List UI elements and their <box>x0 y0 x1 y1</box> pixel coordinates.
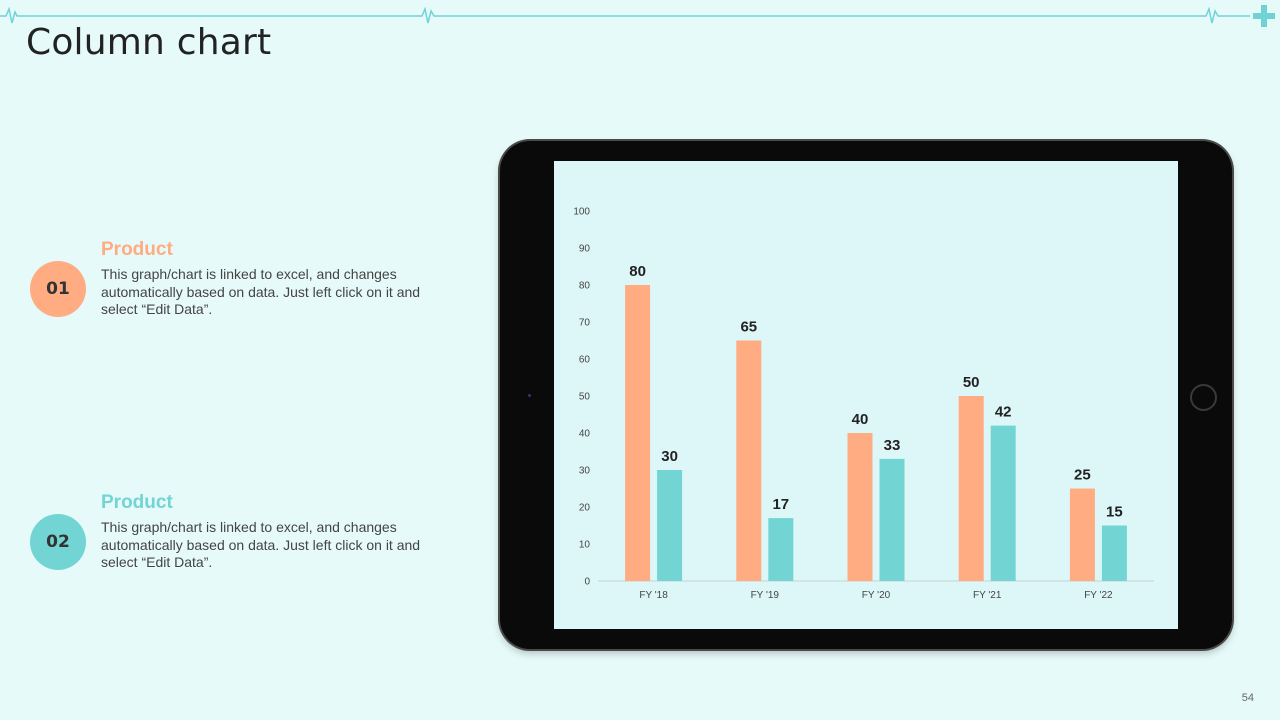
page-number: 54 <box>1241 692 1254 704</box>
info-title: Product <box>101 239 173 260</box>
data-label: 40 <box>852 411 869 428</box>
bar-series-1 <box>1069 488 1095 581</box>
y-tick-label: 20 <box>579 503 591 514</box>
bar-series-1 <box>736 340 762 581</box>
column-chart: 0 10 20 30 40 50 60 70 80 90 100 80 30 FY '18 65 17 FY '… <box>573 207 1154 601</box>
info-text: This graph/chart is linked to excel, and… <box>101 519 421 570</box>
bar-series-1 <box>958 396 984 581</box>
number-badge: 01 <box>30 261 86 317</box>
data-label: 42 <box>995 404 1012 421</box>
camera-dot <box>528 394 531 397</box>
tablet-device: 0 10 20 30 40 50 60 70 80 90 100 80 30 FY '18 65 17 FY '… <box>500 141 1232 649</box>
y-tick-label: 80 <box>579 281 591 292</box>
bar-series-1 <box>847 433 873 581</box>
y-tick-label: 50 <box>579 392 591 403</box>
y-tick-label: 60 <box>579 355 591 366</box>
info-block-2: 02 Product This graph/chart is linked to… <box>30 492 470 594</box>
info-block-1: 01 Product This graph/chart is linked to… <box>30 239 470 341</box>
data-label: 17 <box>772 496 789 513</box>
y-tick-label: 40 <box>579 429 591 440</box>
x-tick-label: FY '20 <box>862 590 891 601</box>
number-badge: 02 <box>30 514 86 570</box>
tablet-screen: 0 10 20 30 40 50 60 70 80 90 100 80 30 FY '18 65 17 FY '… <box>554 161 1178 629</box>
info-text: This graph/chart is linked to excel, and… <box>101 266 421 317</box>
y-tick-label: 30 <box>579 466 591 477</box>
data-label: 15 <box>1106 504 1123 521</box>
data-label: 80 <box>629 263 646 280</box>
data-label: 33 <box>884 437 901 454</box>
bar-series-2 <box>990 425 1016 581</box>
y-tick-label: 70 <box>579 318 591 329</box>
data-label: 25 <box>1074 467 1091 484</box>
bar-series-2 <box>1101 525 1127 581</box>
x-tick-label: FY '21 <box>973 590 1002 601</box>
bar-series-1 <box>625 285 651 581</box>
x-tick-label: FY '18 <box>639 590 668 601</box>
heartbeat-line-icon <box>0 5 1275 27</box>
data-label: 50 <box>963 374 980 391</box>
info-title: Product <box>101 492 173 513</box>
x-tick-label: FY '19 <box>751 590 780 601</box>
page-title: Column chart <box>26 22 272 63</box>
bar-series-2 <box>768 518 794 581</box>
bar-series-2 <box>657 470 683 581</box>
y-tick-label: 10 <box>579 540 591 551</box>
x-tick-label: FY '22 <box>1084 590 1113 601</box>
bar-series-2 <box>879 458 905 581</box>
plus-icon <box>1253 5 1275 27</box>
y-tick-label: 90 <box>579 244 591 255</box>
data-label: 65 <box>740 319 757 336</box>
y-tick-label: 0 <box>584 577 590 588</box>
data-label: 30 <box>661 448 678 465</box>
y-tick-label: 100 <box>573 207 590 218</box>
home-button <box>1190 384 1217 411</box>
